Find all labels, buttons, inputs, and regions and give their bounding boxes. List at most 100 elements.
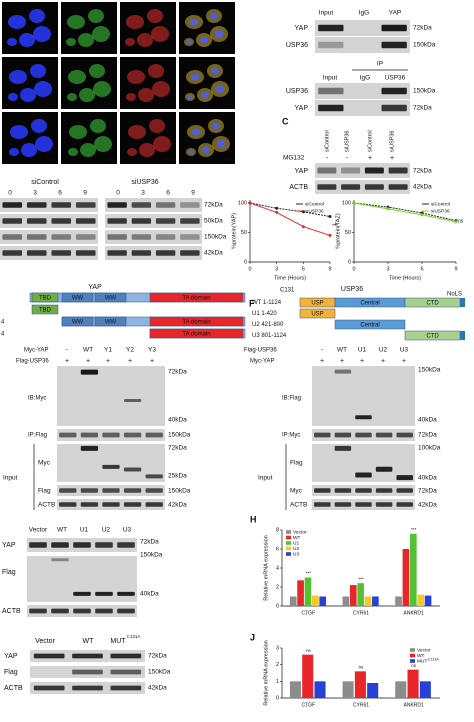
blot-strip: [315, 180, 410, 194]
bar: [395, 681, 407, 698]
lane-label: Vector: [29, 527, 48, 534]
time-label: 9: [83, 190, 87, 197]
row-label: ACTB: [289, 184, 308, 191]
band: [364, 167, 384, 174]
sign: -: [346, 155, 349, 162]
sign: +: [402, 358, 406, 365]
band: [51, 542, 69, 548]
band: [110, 653, 142, 659]
band: [388, 184, 408, 190]
cell: [211, 67, 219, 75]
domain-label: WW: [105, 296, 117, 302]
row-label: ACTB: [2, 608, 21, 615]
cell: [152, 81, 170, 97]
band: [145, 474, 163, 479]
band: [102, 502, 120, 507]
band: [2, 218, 23, 224]
size-marker: 72kDa: [413, 105, 432, 112]
y-tick-label: 100: [342, 200, 351, 206]
cell: [68, 148, 78, 156]
cell: [93, 81, 111, 97]
row-label: IP:Myc: [282, 433, 300, 439]
sign: +: [86, 358, 90, 365]
domain: [61, 292, 94, 303]
cell: [149, 119, 165, 133]
band: [80, 369, 99, 375]
blot-strip: [0, 198, 98, 212]
significance: ns: [306, 648, 312, 653]
size-marker: 40kDa: [168, 417, 187, 424]
lane-label: U1: [358, 347, 367, 354]
row-label: Input: [258, 475, 273, 482]
cell: [187, 95, 193, 99]
row-label: IB:Flag: [282, 396, 301, 402]
band: [180, 218, 200, 224]
bar: [304, 577, 312, 606]
row-label: Myc-YAP: [24, 348, 49, 354]
domain-label: Central: [360, 301, 379, 307]
band: [396, 432, 413, 438]
size-marker: 42kDa: [418, 502, 437, 509]
band: [95, 608, 113, 614]
band: [117, 608, 135, 614]
lane-label: Vector: [35, 638, 56, 645]
legend-label: Vector: [293, 529, 307, 535]
band: [334, 445, 352, 451]
band: [29, 542, 47, 548]
band: [51, 250, 72, 256]
bar: [289, 681, 301, 698]
bar: [342, 681, 354, 698]
series-line: [249, 202, 331, 236]
cell: [9, 70, 27, 84]
size-marker: 50kDa: [204, 218, 223, 225]
domain-label: TBD: [39, 308, 52, 314]
bar: [342, 596, 350, 606]
band: [334, 502, 352, 507]
row-label: ACTB: [38, 502, 55, 509]
band: [375, 488, 393, 493]
lane-label: Y3: [148, 347, 156, 354]
domain-label: Central: [360, 323, 379, 329]
blot-strip: [315, 100, 410, 116]
series-line: [249, 202, 331, 218]
domain-label: TBD: [39, 296, 52, 302]
band: [80, 445, 99, 451]
panel-label: F: [249, 298, 255, 308]
domain-label: TA domain: [182, 296, 210, 302]
cell: [10, 125, 28, 139]
cell: [89, 64, 105, 78]
band: [26, 250, 47, 256]
row-label: 4: [1, 320, 5, 326]
band: [123, 488, 142, 493]
size-marker: 40kDa: [140, 591, 159, 598]
x-tick-label: ANKRD1: [404, 610, 425, 616]
group-label: siControl: [31, 179, 59, 186]
legend-label: siUSP36: [431, 208, 450, 214]
size-marker: 72kDa: [168, 369, 187, 376]
lane-label: WT: [83, 347, 93, 354]
time-label: 3: [141, 190, 145, 197]
size-marker: 42kDa: [413, 184, 432, 191]
size-marker: 42kDa: [204, 250, 223, 257]
scale-label: 10 μm: [223, 157, 233, 161]
sign: +: [150, 358, 154, 365]
cell: [8, 93, 18, 101]
row-label: Flag: [38, 488, 51, 495]
size-marker: 150kDa: [168, 432, 191, 439]
y-axis-label: Relative mRNA expression: [263, 640, 269, 705]
band: [318, 24, 344, 32]
band: [388, 167, 408, 174]
y-tick-label: 6: [276, 546, 279, 552]
band: [51, 202, 72, 208]
legend-label: U1: [293, 540, 299, 546]
sign: -: [326, 155, 329, 162]
blot-strip: [0, 246, 98, 260]
band: [75, 234, 96, 240]
band: [318, 104, 344, 112]
legend-swatch: [286, 541, 291, 545]
legend-label: siControl: [431, 201, 450, 207]
point: [352, 201, 356, 205]
legend-superscript: C131A: [428, 657, 439, 661]
band: [381, 104, 407, 112]
